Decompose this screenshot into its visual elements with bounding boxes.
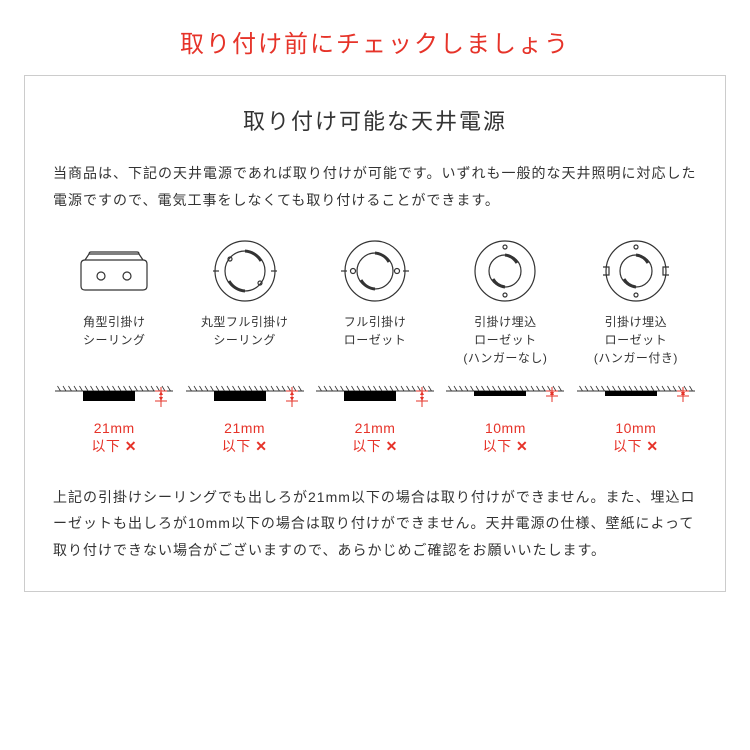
square-ceiling-icon: [53, 235, 175, 307]
limit-caption: 21mm以下 ✕: [314, 419, 436, 455]
notes-paragraph: 上記の引掛けシーリングでも出しろが21mm以下の場合は取り付けができません。また…: [53, 484, 697, 564]
height-limit: 21mm以下 ✕: [183, 385, 305, 455]
height-limit: 10mm以下 ✕: [575, 385, 697, 455]
type-round-full: 丸型フル引掛け シーリング: [183, 235, 305, 367]
limit-diagram-icon: [314, 385, 436, 415]
type-square: 角型引掛け シーリング: [53, 235, 175, 367]
type-embedded-hanger: 引掛け埋込 ローゼット (ハンガー付き): [575, 235, 697, 367]
card-title: 取り付け可能な天井電源: [53, 104, 697, 136]
height-limit: 21mm以下 ✕: [314, 385, 436, 455]
type-label: フル引掛け ローゼット: [314, 313, 436, 349]
limit-caption: 10mm以下 ✕: [444, 419, 566, 455]
height-limit: 10mm以下 ✕: [444, 385, 566, 455]
round-full-ceiling-icon: [183, 235, 305, 307]
full-rosette-icon: [314, 235, 436, 307]
embedded-rosette-hanger-icon: [575, 235, 697, 307]
limit-caption: 21mm以下 ✕: [53, 419, 175, 455]
type-full-rosette: フル引掛け ローゼット: [314, 235, 436, 367]
type-label: 引掛け埋込 ローゼット (ハンガーなし): [444, 313, 566, 367]
type-embedded-nohanger: 引掛け埋込 ローゼット (ハンガーなし): [444, 235, 566, 367]
limit-caption: 10mm以下 ✕: [575, 419, 697, 455]
limit-diagram-icon: [53, 385, 175, 415]
height-limit: 21mm以下 ✕: [53, 385, 175, 455]
limit-diagram-icon: [575, 385, 697, 415]
intro-paragraph: 当商品は、下記の天井電源であれば取り付けが可能です。いずれも一般的な天井照明に対…: [53, 160, 697, 213]
limit-diagram-icon: [444, 385, 566, 415]
type-label: 丸型フル引掛け シーリング: [183, 313, 305, 349]
limit-caption: 21mm以下 ✕: [183, 419, 305, 455]
info-card: 取り付け可能な天井電源 当商品は、下記の天井電源であれば取り付けが可能です。いず…: [24, 75, 726, 592]
limit-diagram-icon: [183, 385, 305, 415]
type-label: 引掛け埋込 ローゼット (ハンガー付き): [575, 313, 697, 367]
connector-types-row: 角型引掛け シーリング 丸型フル引掛け シーリング: [53, 235, 697, 367]
height-limits-row: 21mm以下 ✕ 21mm以下 ✕: [53, 385, 697, 455]
embedded-rosette-nohanger-icon: [444, 235, 566, 307]
page-title: 取り付け前にチェックしましょう: [0, 0, 750, 75]
type-label: 角型引掛け シーリング: [53, 313, 175, 349]
